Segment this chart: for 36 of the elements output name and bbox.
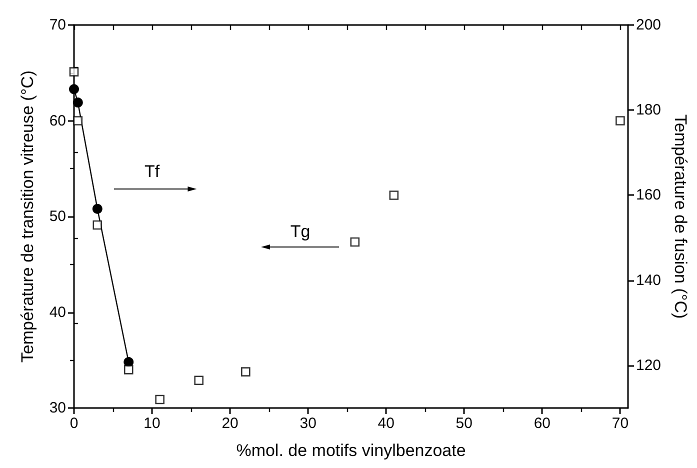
y-tick-label: 60 xyxy=(49,112,66,130)
y2-axis-title: Température de fusion (°C) xyxy=(671,114,690,319)
point xyxy=(92,204,102,214)
point xyxy=(69,84,79,94)
x-axis-title: %mol. de motifs vinylbenzoate xyxy=(236,441,466,460)
x-tick-label: 50 xyxy=(456,415,472,432)
y-tick-label: 40 xyxy=(49,304,66,321)
point xyxy=(155,394,164,404)
x-tick-label: 60 xyxy=(534,415,551,432)
point xyxy=(69,67,79,76)
y-tick-label: 30 xyxy=(49,400,66,416)
x-tick-label: 40 xyxy=(378,415,394,432)
point xyxy=(389,190,399,200)
point xyxy=(194,376,204,385)
x-tick-label: 0 xyxy=(70,415,78,432)
point xyxy=(124,365,134,374)
annotation: Tg xyxy=(290,222,310,242)
x-tick-label: 70 xyxy=(612,415,629,432)
point xyxy=(350,237,360,247)
y-tick-label: 50 xyxy=(49,208,66,225)
y2-tick-label: 160 xyxy=(636,186,662,204)
x-tick-label: 20 xyxy=(222,415,238,432)
point xyxy=(241,367,250,376)
y2-tick-label: 140 xyxy=(636,272,662,289)
y-axis-title: Température de transition vitreuse (°C) xyxy=(18,70,37,363)
x-tick-label: 10 xyxy=(144,415,160,432)
point xyxy=(72,98,83,108)
point xyxy=(73,116,83,126)
y2-tick-label: 180 xyxy=(636,102,662,119)
point xyxy=(92,220,102,230)
y-tick-label: 70 xyxy=(49,16,66,34)
y2-tick-label: 120 xyxy=(636,356,662,374)
y2-tick-label: 200 xyxy=(636,16,662,34)
x-tick-label: 30 xyxy=(300,415,316,432)
point xyxy=(616,116,625,126)
annotation: Tf xyxy=(144,162,160,182)
